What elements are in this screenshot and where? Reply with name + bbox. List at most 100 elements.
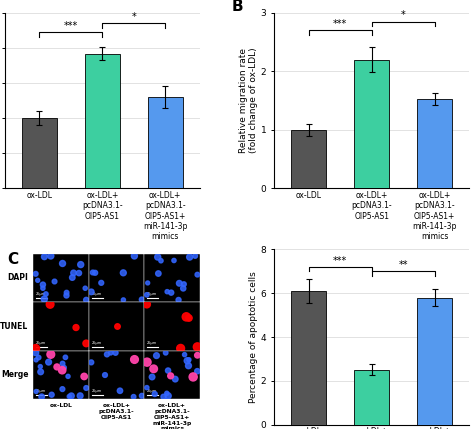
- Point: [88, 288, 95, 295]
- Point: [154, 254, 162, 260]
- Text: *: *: [401, 10, 406, 20]
- Text: 25μm: 25μm: [147, 389, 157, 393]
- Point: [189, 374, 197, 381]
- Point: [81, 373, 88, 380]
- Point: [119, 296, 127, 303]
- Point: [170, 257, 178, 264]
- Point: [63, 292, 70, 299]
- Point: [185, 363, 192, 369]
- Point: [38, 393, 46, 400]
- Point: [76, 393, 84, 399]
- Point: [130, 393, 137, 400]
- Bar: [22, 118, 57, 188]
- Point: [40, 296, 48, 302]
- Point: [143, 359, 151, 366]
- Text: 25μm: 25μm: [36, 341, 46, 345]
- Point: [68, 393, 75, 399]
- Point: [103, 351, 111, 358]
- Point: [164, 393, 172, 399]
- Point: [138, 296, 146, 303]
- Point: [36, 363, 44, 370]
- Point: [164, 288, 171, 295]
- Point: [172, 376, 179, 383]
- Text: 25μm: 25μm: [91, 389, 102, 393]
- Point: [59, 260, 66, 267]
- Point: [39, 285, 47, 292]
- Point: [47, 253, 55, 260]
- Text: ox-LDL+
pcDNA3.1-
OIP5-AS1+
miR-141-3p
mimics: ox-LDL+ pcDNA3.1- OIP5-AS1+ miR-141-3p m…: [153, 403, 192, 429]
- Point: [82, 340, 90, 347]
- Point: [69, 274, 76, 281]
- Bar: [148, 97, 182, 188]
- Point: [89, 269, 97, 276]
- Point: [175, 296, 182, 303]
- Point: [119, 269, 127, 276]
- Point: [60, 364, 68, 371]
- Point: [177, 345, 184, 352]
- Point: [112, 349, 119, 356]
- Point: [32, 345, 39, 352]
- Text: 25μm: 25μm: [36, 292, 46, 296]
- Bar: [417, 298, 452, 425]
- Point: [143, 291, 151, 298]
- Point: [48, 391, 55, 398]
- Text: 25μm: 25μm: [147, 292, 157, 296]
- Point: [150, 366, 157, 372]
- Point: [163, 390, 171, 397]
- Bar: [85, 54, 119, 188]
- Point: [70, 269, 77, 276]
- Text: 25μm: 25μm: [91, 292, 102, 296]
- Point: [193, 344, 201, 350]
- Point: [143, 384, 151, 391]
- Bar: [292, 130, 326, 188]
- Point: [130, 253, 138, 260]
- Point: [37, 369, 45, 375]
- Point: [193, 368, 201, 375]
- Point: [157, 257, 165, 264]
- Text: Merge: Merge: [1, 370, 28, 379]
- Point: [34, 277, 42, 284]
- Text: B: B: [231, 0, 243, 14]
- Y-axis label: Percentage of apoptotic cells: Percentage of apoptotic cells: [249, 271, 258, 403]
- Text: ***: ***: [64, 21, 78, 31]
- Point: [162, 349, 170, 356]
- Text: *: *: [131, 12, 136, 22]
- Point: [138, 393, 146, 399]
- Point: [72, 324, 80, 331]
- Point: [62, 354, 69, 361]
- Text: ox-LDL+
pcDNA3.1-
OIP5-AS1: ox-LDL+ pcDNA3.1- OIP5-AS1: [99, 403, 134, 420]
- Point: [45, 359, 53, 366]
- Point: [82, 296, 90, 303]
- Point: [175, 280, 183, 287]
- Point: [180, 281, 188, 287]
- Point: [113, 323, 120, 330]
- Text: TUNEL: TUNEL: [0, 322, 28, 331]
- Point: [167, 372, 174, 379]
- Point: [144, 280, 152, 287]
- Point: [193, 352, 201, 359]
- Point: [155, 270, 162, 277]
- Point: [182, 314, 190, 320]
- Text: ox-LDL: ox-LDL: [49, 403, 73, 408]
- Point: [91, 269, 99, 276]
- Point: [148, 374, 156, 381]
- Point: [59, 386, 66, 393]
- Point: [191, 253, 199, 260]
- Point: [47, 351, 55, 358]
- Y-axis label: Relative migration rate
(fold change of ox-LDL): Relative migration rate (fold change of …: [238, 48, 258, 153]
- Point: [32, 349, 39, 356]
- Point: [75, 270, 82, 277]
- Point: [53, 363, 61, 370]
- Point: [32, 388, 40, 395]
- Point: [185, 356, 193, 363]
- Point: [58, 367, 66, 374]
- Point: [32, 270, 39, 277]
- Point: [82, 285, 89, 292]
- Text: DAPI: DAPI: [8, 273, 28, 282]
- Point: [88, 359, 95, 366]
- Point: [180, 285, 187, 292]
- Point: [193, 271, 201, 278]
- Point: [42, 290, 50, 297]
- Point: [39, 281, 47, 288]
- Point: [98, 279, 105, 286]
